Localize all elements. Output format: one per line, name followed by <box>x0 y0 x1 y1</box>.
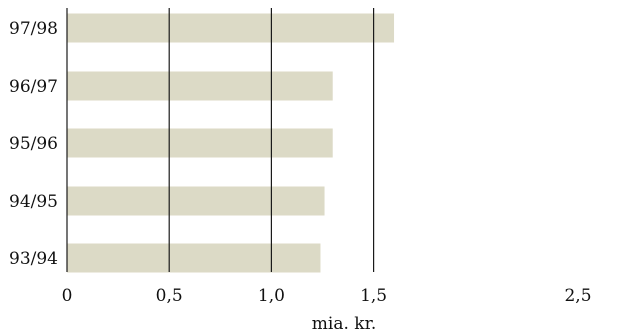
gridlines-group <box>168 8 375 272</box>
category-label: 94/95 <box>9 192 58 212</box>
bar-93-94 <box>67 243 321 273</box>
x-tick-label: 0,5 <box>156 286 183 306</box>
bars-group <box>67 13 395 273</box>
category-label: 95/96 <box>9 134 58 154</box>
x-tick-label: 1,5 <box>360 286 387 306</box>
x-tick-label: 1,0 <box>258 286 285 306</box>
bar-96-97 <box>67 71 333 101</box>
bar-95-96 <box>67 128 333 158</box>
x-tick-label: 2,5 <box>564 286 591 306</box>
category-label: 96/97 <box>9 77 58 97</box>
category-label: 97/98 <box>9 19 58 39</box>
bar-94-95 <box>67 186 325 216</box>
x-axis-title: mia. kr. <box>312 314 376 333</box>
x-tick-label: 0 <box>62 286 73 306</box>
category-label: 93/94 <box>9 249 58 269</box>
tick-labels-group: 0 0,5 1,0 1,5 2,5 <box>62 286 592 306</box>
bar-97-98 <box>67 13 395 43</box>
category-labels-group: 97/98 96/97 95/96 94/95 93/94 <box>9 19 58 269</box>
